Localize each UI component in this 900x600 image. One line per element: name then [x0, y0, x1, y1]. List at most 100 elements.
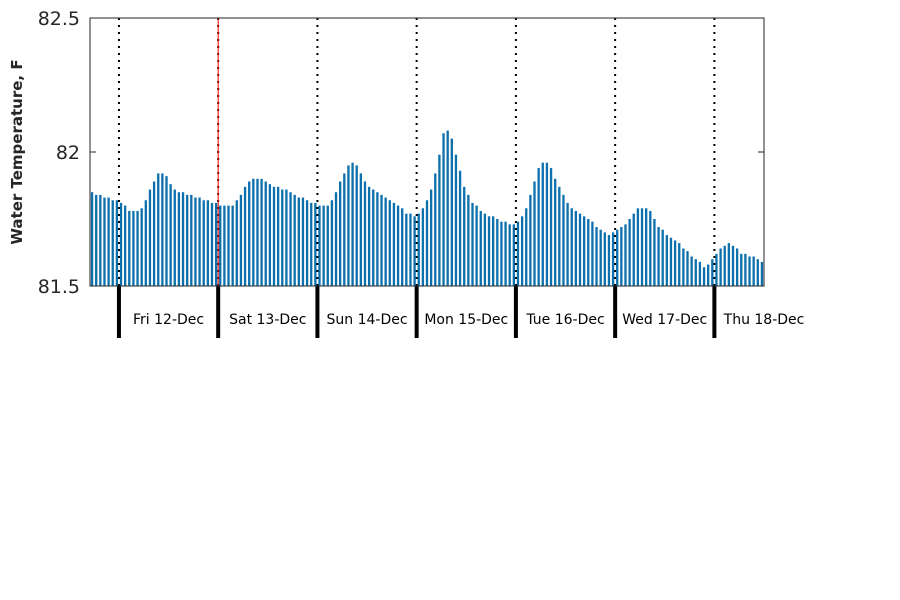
bar: [388, 200, 391, 286]
bar: [450, 138, 453, 286]
bar: [595, 227, 598, 286]
day-label: Sun 14-Dec: [327, 312, 408, 328]
bar: [132, 210, 135, 286]
bar: [549, 168, 553, 286]
day-label: Fri 12-Dec: [133, 312, 204, 328]
bar: [678, 243, 681, 286]
day-label: Thu 18-Dec: [723, 312, 805, 328]
bar: [405, 213, 408, 286]
bar: [483, 213, 487, 286]
bar: [694, 259, 697, 286]
bar: [558, 186, 561, 286]
bar: [661, 229, 664, 286]
y-tick-label: 81.5: [38, 276, 80, 298]
bar: [161, 173, 164, 286]
bar: [686, 251, 689, 286]
bar: [231, 205, 234, 286]
bar: [657, 227, 660, 286]
bar: [719, 248, 722, 286]
bar: [372, 189, 375, 286]
bar: [438, 154, 441, 286]
bar: [475, 205, 478, 286]
bar: [144, 200, 147, 286]
bar: [620, 227, 623, 286]
bar: [326, 205, 329, 286]
bar: [248, 181, 251, 286]
bar: [748, 256, 751, 286]
bar: [520, 216, 524, 286]
bar: [123, 205, 127, 286]
bar: [603, 232, 606, 286]
bar: [297, 197, 300, 286]
bar: [715, 253, 718, 286]
bar: [355, 165, 358, 286]
bar: [479, 210, 482, 286]
bar: [380, 194, 383, 286]
bar: [554, 178, 557, 286]
bar: [454, 154, 458, 286]
bar: [202, 200, 205, 286]
bar: [165, 176, 168, 286]
bar: [723, 245, 726, 286]
bar: [409, 213, 412, 286]
bar: [268, 184, 272, 286]
bar: [669, 237, 673, 286]
y-ticks-group: 81.5 82 82.5: [38, 8, 764, 298]
bar: [429, 189, 433, 286]
bar: [190, 194, 193, 286]
bar: [570, 208, 573, 286]
bar: [169, 184, 172, 286]
bar: [413, 216, 416, 286]
bar: [293, 194, 296, 286]
bar: [653, 219, 656, 286]
bar: [99, 194, 102, 286]
bar: [707, 264, 710, 286]
bar: [512, 224, 515, 286]
bar: [136, 210, 139, 286]
bar: [740, 253, 743, 286]
y-tick-label: 82: [56, 142, 80, 164]
bar: [467, 194, 470, 286]
bar: [376, 192, 379, 286]
bar: [711, 259, 714, 286]
bar: [566, 202, 569, 286]
bar: [665, 235, 668, 286]
day-label: Sat 13-Dec: [229, 312, 306, 328]
bar: [111, 200, 114, 286]
bar: [624, 224, 627, 286]
bar: [446, 130, 449, 286]
bar: [607, 235, 611, 286]
bar: [496, 219, 499, 286]
bar: [330, 200, 334, 286]
bar: [702, 267, 706, 286]
bars-group: [90, 130, 764, 286]
bar: [599, 229, 602, 286]
bar: [727, 243, 731, 286]
bar: [492, 216, 495, 286]
bar: [186, 194, 189, 286]
bar: [421, 208, 425, 286]
bar: [95, 194, 98, 286]
bar: [243, 186, 247, 286]
bar: [645, 208, 648, 286]
bar: [649, 210, 652, 286]
bar: [359, 173, 362, 286]
bar: [119, 202, 123, 286]
bar: [578, 213, 582, 286]
bar: [194, 197, 197, 286]
bar: [744, 253, 747, 286]
bar: [525, 208, 528, 286]
bar: [314, 202, 317, 286]
bar: [239, 194, 243, 286]
bar: [500, 221, 503, 286]
bar: [322, 205, 325, 286]
day-labels-group: Fri 12-Dec Sat 13-Dec Sun 14-Dec Mon 15-Dec…: [133, 312, 804, 328]
bar: [545, 162, 549, 286]
bar: [487, 216, 491, 286]
bar: [425, 200, 429, 286]
bar: [343, 173, 346, 286]
bar: [140, 208, 143, 286]
bar: [508, 224, 511, 286]
bar: [235, 200, 238, 286]
